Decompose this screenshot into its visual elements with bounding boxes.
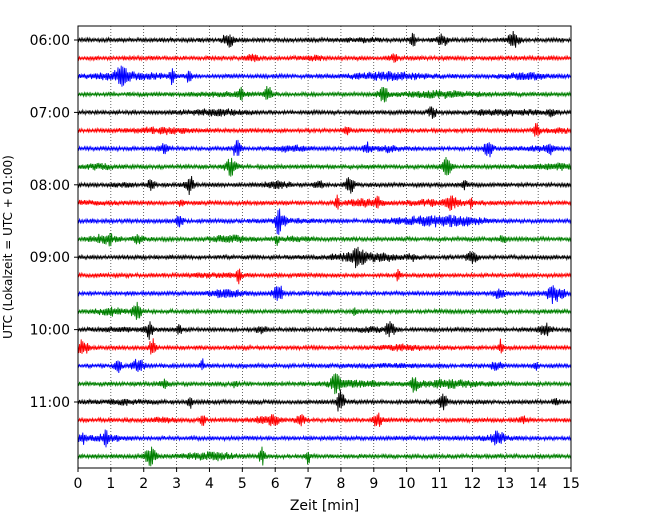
trace-0715 <box>77 123 572 137</box>
trace-lines <box>77 30 572 467</box>
x-tick-label-2: 2 <box>139 476 148 492</box>
y-tick-label-5: 11:00 <box>30 395 70 411</box>
y-tick-label-3: 09:00 <box>30 250 70 266</box>
trace-0830 <box>77 208 572 235</box>
x-tick-label-4: 4 <box>205 476 214 492</box>
trace-0930 <box>77 285 572 305</box>
y-axis: 06:00 07:00 08:00 09:00 10:00 11:00 <box>30 33 78 411</box>
trace-1015 <box>77 338 572 355</box>
trace-0645 <box>77 85 572 103</box>
x-tick-label-9: 9 <box>369 476 378 492</box>
trace-0815 <box>77 194 572 211</box>
trace-0800 <box>77 175 572 196</box>
trace-0745 <box>77 156 572 177</box>
trace-1045 <box>77 373 572 395</box>
trace-1130 <box>77 429 572 448</box>
trace-1000 <box>77 321 572 340</box>
x-tick-label-8: 8 <box>336 476 345 492</box>
x-tick-label-6: 6 <box>271 476 280 492</box>
x-tick-label-15: 15 <box>562 476 580 492</box>
trace-1030 <box>77 358 572 374</box>
x-axis-label: Zeit [min] <box>290 498 359 514</box>
x-tick-label-5: 5 <box>238 476 247 492</box>
x-tick-label-14: 14 <box>529 476 547 492</box>
trace-1115 <box>77 412 572 427</box>
trace-0915 <box>77 268 572 285</box>
plot-frame <box>77 25 572 469</box>
y-tick-label-1: 07:00 <box>30 105 70 121</box>
y-tick-label-4: 10:00 <box>30 323 70 339</box>
x-tick-label-11: 11 <box>431 476 449 492</box>
y-tick-label-2: 08:00 <box>30 178 70 194</box>
x-axis: 0 1 2 3 4 5 6 7 8 9 10 11 12 13 14 15 <box>74 468 580 492</box>
x-tick-label-10: 10 <box>398 476 416 492</box>
trace-0700 <box>77 106 572 119</box>
y-tick-label-0: 06:00 <box>30 33 70 49</box>
trace-0845 <box>77 232 572 247</box>
trace-0615 <box>77 53 572 63</box>
y-axis-label: UTC (Lokalzeit = UTC + 01:00) <box>1 155 15 339</box>
trace-0900 <box>77 246 572 269</box>
trace-1100 <box>77 389 572 412</box>
trace-1145 <box>77 446 572 467</box>
trace-0630 <box>77 65 572 87</box>
x-tick-label-7: 7 <box>304 476 313 492</box>
x-tick-label-12: 12 <box>463 476 481 492</box>
trace-0730 <box>77 139 572 158</box>
trace-0945 <box>77 301 572 320</box>
x-tick-label-0: 0 <box>74 476 83 492</box>
trace-0600 <box>77 30 572 48</box>
x-tick-label-3: 3 <box>172 476 181 492</box>
x-tick-label-1: 1 <box>106 476 115 492</box>
x-tick-label-13: 13 <box>496 476 514 492</box>
